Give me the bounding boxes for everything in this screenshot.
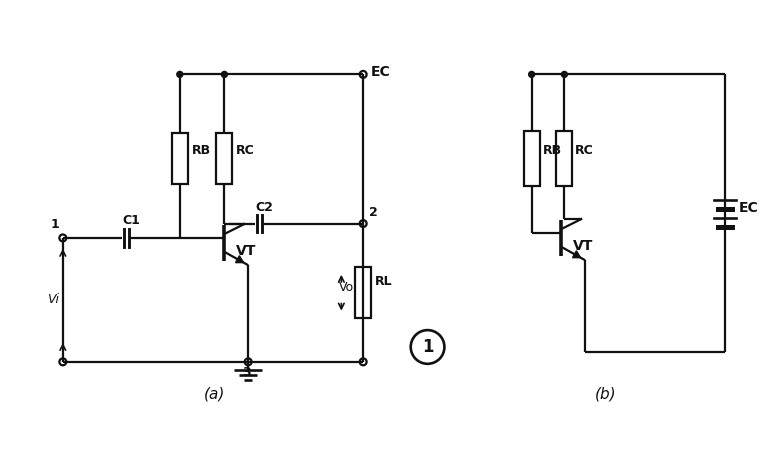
- Text: RC: RC: [575, 144, 594, 157]
- Circle shape: [529, 71, 535, 77]
- Text: VT: VT: [236, 244, 257, 258]
- Text: EC: EC: [739, 201, 758, 215]
- Circle shape: [177, 71, 183, 77]
- Bar: [355, 267, 371, 319]
- Text: Vo: Vo: [339, 281, 354, 294]
- Text: 1: 1: [422, 338, 434, 356]
- Text: 3: 3: [242, 366, 251, 379]
- Text: C2: C2: [255, 200, 273, 214]
- Text: RB: RB: [192, 144, 211, 157]
- Text: 1: 1: [51, 218, 59, 231]
- Polygon shape: [572, 251, 581, 258]
- Text: RB: RB: [543, 144, 562, 157]
- Circle shape: [222, 71, 227, 77]
- Text: RC: RC: [236, 144, 255, 157]
- Text: 2: 2: [369, 206, 378, 219]
- Bar: [216, 133, 232, 184]
- Circle shape: [562, 71, 568, 77]
- Text: RL: RL: [375, 275, 392, 288]
- Text: Vi: Vi: [47, 294, 59, 307]
- Bar: [523, 131, 539, 186]
- Text: C1: C1: [123, 214, 140, 227]
- Polygon shape: [235, 256, 244, 263]
- Bar: [556, 131, 572, 186]
- Text: VT: VT: [573, 239, 594, 253]
- Bar: [172, 133, 187, 184]
- Text: (b): (b): [595, 386, 616, 401]
- Text: EC: EC: [371, 65, 391, 80]
- Text: (a): (a): [203, 386, 225, 401]
